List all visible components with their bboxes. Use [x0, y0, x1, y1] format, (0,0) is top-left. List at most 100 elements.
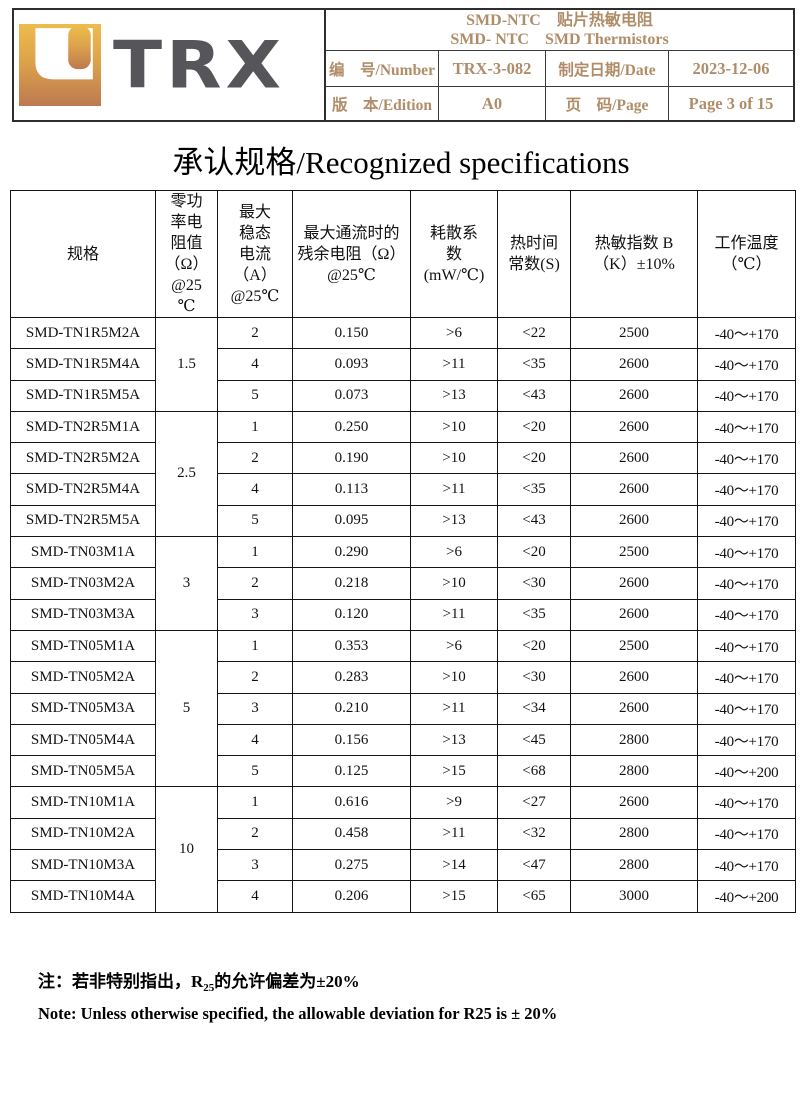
cell-model: SMD-TN10M2A	[10, 817, 156, 851]
note-cn-subscript: 25	[203, 981, 215, 994]
cell-dissipation: >9	[410, 786, 498, 819]
datasheet-page: TRX SMD-NTC 贴片热敏电阻 SMD- NTC SMD Thermist…	[0, 8, 802, 1117]
cell-model: SMD-TN05M3A	[10, 692, 156, 725]
cell-residual-resistance: 0.283	[292, 661, 411, 694]
cell-max-current: 4	[217, 880, 293, 913]
cell-residual-resistance: 0.120	[292, 598, 411, 631]
cell-dissipation: >6	[410, 536, 498, 569]
cell-model: SMD-TN2R5M4A	[10, 473, 156, 506]
cell-dissipation: >15	[410, 755, 498, 788]
cell-time-constant: <32	[497, 817, 571, 851]
cell-time-constant: <20	[497, 536, 571, 569]
date-label: 制定日期/Date	[545, 50, 668, 86]
cell-beta: 2800	[570, 723, 698, 757]
spec-row: SMD-TN05M3A 3 0.210 >11 <34 2600 -40～+170	[10, 692, 796, 725]
col-header-beta: 热敏指数 B （K）±10%	[570, 190, 698, 318]
cell-temp-range: -40～+170	[697, 316, 796, 350]
cell-beta: 2500	[570, 536, 698, 569]
spec-row: SMD-TN1R5M5A 5 0.073 >13 <43 2600 -40～+170	[10, 379, 796, 412]
cell-dissipation: >11	[410, 598, 498, 631]
cell-beta: 2600	[570, 379, 698, 412]
cell-time-constant: <65	[497, 880, 571, 913]
cell-max-current: 2	[217, 442, 293, 475]
spec-table: 规格 零功 率电 阻值 （Ω） @25 ℃ 最大 稳态 电流 （A） @25℃ …	[10, 190, 796, 913]
cell-residual-resistance: 0.458	[292, 817, 411, 851]
cell-model: SMD-TN1R5M4A	[10, 348, 156, 381]
cell-beta: 2600	[570, 598, 698, 631]
cell-residual-resistance: 0.275	[292, 849, 411, 882]
cell-dissipation: >14	[410, 849, 498, 882]
col-header-dissipation: 耗散系 数 (mW/℃)	[410, 190, 498, 318]
cell-max-current: 3	[217, 598, 293, 631]
cell-beta: 2600	[570, 661, 698, 694]
edition-label: 版 本/Edition	[326, 86, 438, 120]
spec-row: SMD-TN03M3A 3 0.120 >11 <35 2600 -40～+170	[10, 598, 796, 631]
page-label: 页 码/Page	[545, 86, 668, 120]
spec-row: SMD-TN10M1A 10 1 0.616 >9 <27 2600 -40～+170	[10, 786, 796, 913]
cell-residual-resistance: 0.073	[292, 379, 411, 412]
cell-temp-range: -40～+170	[697, 598, 796, 631]
cell-time-constant: <45	[497, 723, 571, 757]
cell-residual-resistance: 0.206	[292, 880, 411, 913]
product-title-cn: SMD-NTC 贴片热敏电阻	[466, 12, 653, 29]
spec-row: SMD-TN10M3A 3 0.275 >14 <47 2800 -40～+170	[10, 849, 796, 882]
cell-temp-range: -40～+170	[697, 661, 796, 694]
cell-temp-range: -40～+170	[697, 536, 796, 569]
cell-residual-resistance: 0.125	[292, 755, 411, 788]
cell-temp-range: -40～+170	[697, 410, 796, 444]
cell-residual-resistance: 0.250	[292, 410, 411, 444]
cell-max-current: 3	[217, 849, 293, 882]
cell-model: SMD-TN1R5M5A	[10, 379, 156, 412]
col-header-residual-resistance: 最大通流时的 残余电阻（Ω） @25℃	[292, 190, 411, 318]
cell-beta: 2800	[570, 849, 698, 882]
cell-temp-range: -40～+170	[697, 567, 796, 600]
spec-row: SMD-TN05M2A 2 0.283 >10 <30 2600 -40～+170	[10, 661, 796, 694]
cell-max-current: 1	[217, 410, 293, 444]
cell-dissipation: >13	[410, 723, 498, 757]
cell-model: SMD-TN05M1A	[10, 629, 156, 663]
cell-r25: 5	[155, 629, 218, 788]
cell-temp-range: -40～+170	[697, 442, 796, 475]
col-header-spec: 规格	[10, 190, 156, 318]
cell-residual-resistance: 0.093	[292, 348, 411, 381]
page-title: 承认规格/Recognized specifications	[172, 145, 630, 180]
cell-time-constant: <43	[497, 379, 571, 412]
cell-model: SMD-TN03M2A	[10, 567, 156, 600]
note-cn-prefix: 注：若非特别指出，R	[38, 971, 204, 991]
cell-beta: 2600	[570, 504, 698, 538]
spec-row: SMD-TN05M5A 5 0.125 >15 <68 2800 -40～+200	[10, 755, 796, 788]
spec-row: SMD-TN03M2A 2 0.218 >10 <30 2600 -40～+170	[10, 567, 796, 600]
spec-row: SMD-TN2R5M1A 2.5 1 0.250 >10 <20 2600 -40～+170	[10, 410, 796, 538]
cell-dissipation: >11	[410, 348, 498, 381]
cell-time-constant: <20	[497, 442, 571, 475]
cell-temp-range: -40～+200	[697, 880, 796, 913]
cell-r25: 2.5	[155, 410, 218, 538]
cell-temp-range: -40～+170	[697, 504, 796, 538]
cell-time-constant: <20	[497, 410, 571, 444]
cell-max-current: 1	[217, 786, 293, 819]
cell-r25: 1.5	[155, 317, 218, 412]
cell-temp-range: -40～+170	[697, 473, 796, 506]
cell-time-constant: <47	[497, 849, 571, 882]
spec-table-head: 规格 零功 率电 阻值 （Ω） @25 ℃ 最大 稳态 电流 （A） @25℃ …	[10, 190, 796, 318]
cell-max-current: 3	[217, 692, 293, 725]
spec-row: SMD-TN1R5M4A 4 0.093 >11 <35 2600 -40～+170	[10, 348, 796, 381]
cell-max-current: 1	[217, 536, 293, 569]
cell-beta: 2600	[570, 348, 698, 381]
cell-max-current: 2	[217, 567, 293, 600]
cell-time-constant: <30	[497, 661, 571, 694]
cell-time-constant: <68	[497, 755, 571, 788]
cell-residual-resistance: 0.190	[292, 442, 411, 475]
footnotes: 注：若非特别指出，R25的允许偏差为±20% Note: Unless othe…	[38, 969, 802, 1027]
note-chinese: 注：若非特别指出，R25的允许偏差为±20%	[38, 969, 802, 1001]
spec-header-row: 规格 零功 率电 阻值 （Ω） @25 ℃ 最大 稳态 电流 （A） @25℃ …	[10, 190, 796, 318]
cell-beta: 2600	[570, 473, 698, 506]
col-header-zero-power-resistance: 零功 率电 阻值 （Ω） @25 ℃	[155, 190, 218, 318]
cell-residual-resistance: 0.616	[292, 786, 411, 819]
cell-model: SMD-TN10M4A	[10, 880, 156, 913]
cell-residual-resistance: 0.290	[292, 536, 411, 569]
spec-row: SMD-TN2R5M5A 5 0.095 >13 <43 2600 -40～+170	[10, 504, 796, 538]
cell-temp-range: -40～+170	[697, 817, 796, 851]
cell-beta: 2600	[570, 567, 698, 600]
cell-max-current: 2	[217, 817, 293, 851]
